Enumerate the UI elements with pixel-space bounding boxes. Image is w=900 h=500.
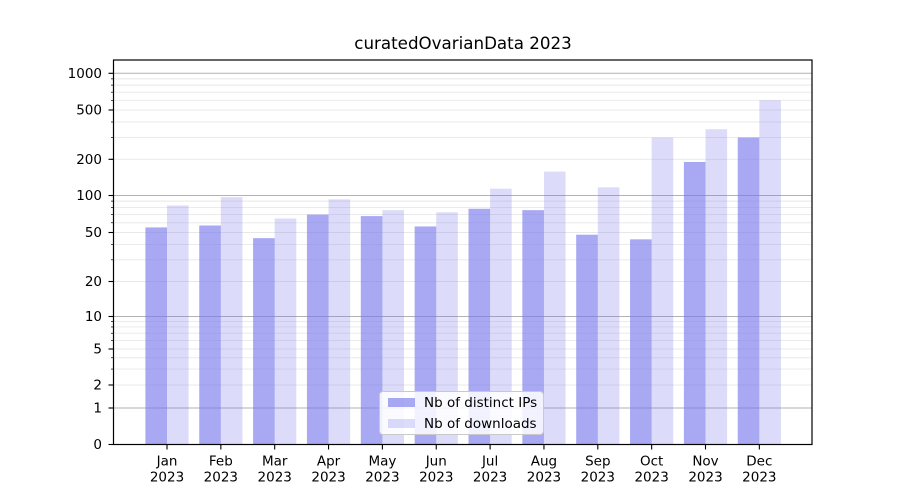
x-tick-label-month: May — [368, 454, 396, 470]
bar-distinct-ips-jan — [145, 227, 167, 445]
bar-distinct-ips-feb — [199, 225, 221, 445]
bar-distinct-ips-nov — [683, 161, 706, 445]
bar-downloads-apr — [328, 199, 351, 445]
bar-downloads-jun — [436, 212, 458, 445]
x-tick-label-month: Oct — [640, 454, 663, 470]
x-tick-label-year: 2023 — [258, 470, 292, 486]
x-tick-label-year: 2023 — [419, 470, 453, 486]
x-tick-label-year: 2023 — [150, 470, 184, 486]
bar-downloads-sep — [597, 187, 620, 445]
bar-downloads-jan — [167, 205, 189, 445]
legend-label-downloads: Nb of downloads — [424, 415, 537, 432]
x-tick-label-year: 2023 — [634, 470, 668, 486]
y-tick-label: 500 — [76, 103, 102, 119]
legend-item-downloads: Nb of downloads — [388, 416, 543, 432]
legend-item-distinct-ips: Nb of distinct IPs — [388, 395, 543, 411]
bar-downloads-mar — [274, 218, 297, 445]
y-tick-label: 1 — [93, 401, 102, 417]
legend: Nb of distinct IPs Nb of downloads — [379, 391, 544, 435]
bar-distinct-ips-may — [360, 216, 383, 445]
x-tick-label-month: Mar — [262, 454, 288, 470]
y-tick-label: 2 — [93, 378, 102, 394]
x-tick-label-year: 2023 — [365, 470, 399, 486]
x-tick-label-month: Sep — [585, 454, 610, 470]
legend-swatch-distinct-ips — [388, 398, 415, 407]
x-tick-label-month: Dec — [746, 454, 772, 470]
y-tick-label: 0 — [93, 437, 102, 453]
x-tick-label-month: Jun — [425, 454, 447, 470]
x-tick-label-month: Jul — [481, 454, 498, 470]
bar-distinct-ips-jun — [414, 226, 437, 445]
y-tick-label: 10 — [85, 309, 102, 325]
y-tick-label: 50 — [85, 225, 102, 241]
chart-title: curatedOvarianData 2023 — [354, 33, 572, 53]
y-tick-label: 100 — [76, 188, 102, 204]
plot-frame — [112, 59, 813, 446]
x-tick-label-year: 2023 — [581, 470, 615, 486]
x-tick-label-month: Nov — [692, 454, 718, 470]
bar-distinct-ips-aug — [522, 210, 544, 445]
y-tick-label: 5 — [93, 342, 102, 358]
x-tick-label-year: 2023 — [311, 470, 345, 486]
y-tick-label: 1000 — [68, 66, 102, 82]
x-tick-label-year: 2023 — [527, 470, 561, 486]
x-tick-label-month: Aug — [531, 454, 557, 470]
y-tick-label: 20 — [85, 274, 102, 290]
bar-distinct-ips-dec — [737, 137, 760, 445]
bar-downloads-feb — [220, 197, 243, 445]
bar-distinct-ips-mar — [253, 238, 275, 445]
bar-distinct-ips-sep — [576, 234, 598, 445]
bar-distinct-ips-jul — [468, 208, 491, 445]
x-tick-label-year: 2023 — [204, 470, 238, 486]
y-tick-label: 200 — [76, 152, 102, 168]
x-tick-label-month: Feb — [209, 454, 233, 470]
x-tick-label-year: 2023 — [473, 470, 507, 486]
legend-swatch-downloads — [388, 419, 415, 428]
x-tick-label-month: Apr — [317, 454, 341, 470]
bar-downloads-may — [382, 210, 404, 445]
bar-downloads-dec — [759, 100, 781, 445]
bar-downloads-nov — [705, 129, 728, 445]
legend-label-distinct-ips: Nb of distinct IPs — [424, 394, 538, 411]
bar-distinct-ips-oct — [630, 239, 652, 445]
x-tick-label-year: 2023 — [742, 470, 776, 486]
x-tick-label-year: 2023 — [688, 470, 722, 486]
bar-distinct-ips-apr — [306, 214, 329, 445]
x-tick-label-month: Jan — [156, 454, 178, 470]
bar-downloads-aug — [543, 171, 566, 445]
bar-downloads-jul — [490, 188, 512, 445]
bar-downloads-oct — [651, 137, 674, 445]
